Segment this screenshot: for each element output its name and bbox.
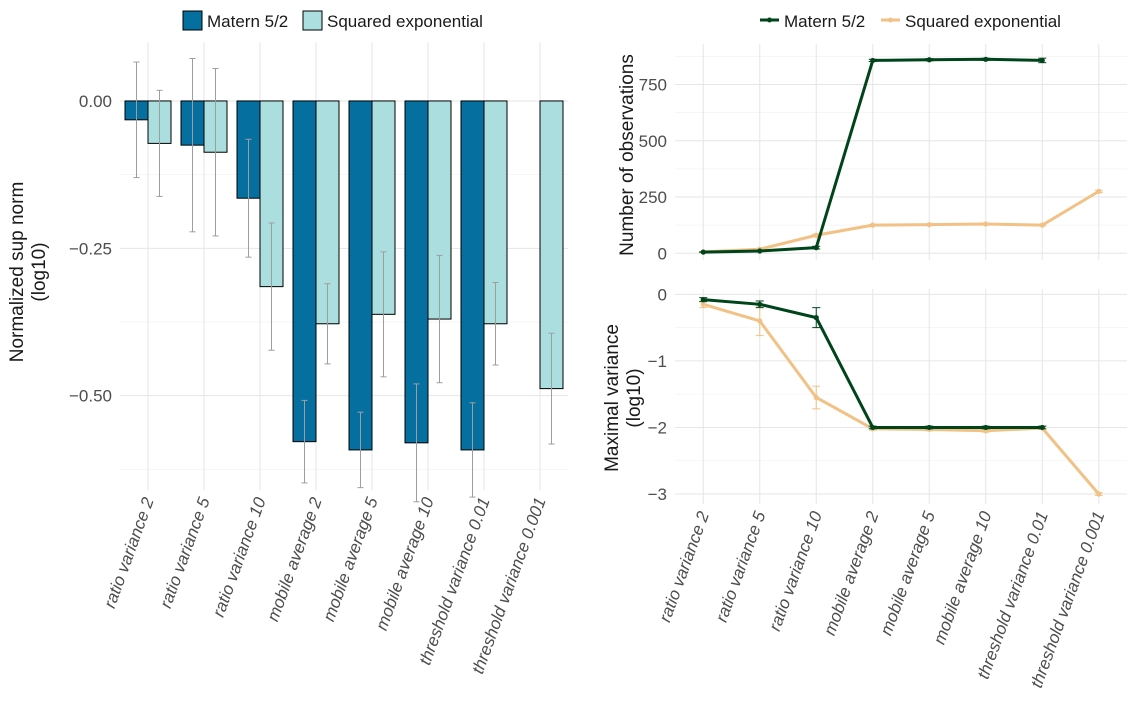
x-tick-label: mobile average 5 xyxy=(319,494,382,624)
point-matern xyxy=(814,245,819,250)
legend-label-matern: Matern 5/2 xyxy=(207,12,288,31)
y-tick-label: 500 xyxy=(639,132,667,151)
bar-legend: Matern 5/2 Squared exponential xyxy=(183,11,483,31)
y-tick-label: −0.25 xyxy=(69,239,112,258)
point-sqexp xyxy=(983,221,988,226)
series-line-sqexp xyxy=(703,191,1099,252)
var-ylabel-line2: (log10) xyxy=(624,368,645,427)
x-tick-label: mobile average 10 xyxy=(372,494,438,632)
observations-chart: 0 250 500 750 xyxy=(639,44,1127,263)
bar-ylabel-line1: Normalized sup norm xyxy=(7,182,28,363)
point-sqexp xyxy=(1096,189,1101,194)
y-tick-label: 750 xyxy=(639,76,667,95)
point-matern xyxy=(927,57,932,62)
bar-matern xyxy=(349,101,372,450)
point-matern xyxy=(870,425,875,430)
x-tick-label: mobile average 5 xyxy=(877,508,940,638)
point-matern xyxy=(814,315,819,320)
point-sqexp xyxy=(757,318,762,323)
point-matern xyxy=(757,248,762,253)
legend-point-matern xyxy=(767,18,772,23)
y-tick-label: −1 xyxy=(648,352,667,371)
x-tick-label: ratio variance 2 xyxy=(100,494,158,610)
y-tick-label: 0.00 xyxy=(79,92,112,111)
legend-swatch-matern xyxy=(183,11,202,30)
x-tick-label: ratio variance 10 xyxy=(765,508,826,633)
point-sqexp xyxy=(701,302,706,307)
x-tick-label: ratio variance 10 xyxy=(209,494,270,619)
line-legend: Matern 5/2 Squared exponential xyxy=(760,12,1061,31)
y-tick-label: −2 xyxy=(648,418,667,437)
x-tick-label: mobile average 2 xyxy=(820,508,883,638)
bar-ylabel-line2: (log10) xyxy=(29,242,50,301)
point-matern xyxy=(927,425,932,430)
bar-matern xyxy=(461,101,484,450)
legend-label-matern-line: Matern 5/2 xyxy=(784,12,865,31)
point-sqexp xyxy=(1096,491,1101,496)
point-sqexp xyxy=(1040,223,1045,228)
legend-label-sqexp: Squared exponential xyxy=(327,12,483,31)
point-sqexp xyxy=(927,222,932,227)
x-tick-label: ratio variance 5 xyxy=(712,508,770,624)
y-tick-label: −3 xyxy=(648,485,667,504)
legend-swatch-sqexp xyxy=(303,11,322,30)
point-sqexp xyxy=(870,223,875,228)
x-tick-label: ratio variance 2 xyxy=(655,508,713,624)
point-matern xyxy=(870,58,875,63)
point-matern xyxy=(701,297,706,302)
point-sqexp xyxy=(814,395,819,400)
y-tick-label: 0 xyxy=(658,244,667,263)
legend-point-sqexp xyxy=(888,18,893,23)
x-tick-label: ratio variance 5 xyxy=(156,494,214,610)
point-matern xyxy=(983,425,988,430)
var-ylabel-line1: Maximal variance xyxy=(602,324,623,472)
obs-ylabel: Number of observations xyxy=(617,54,638,256)
x-tick-label: mobile average 2 xyxy=(263,494,326,624)
series-line-sqexp xyxy=(703,304,1099,494)
point-matern xyxy=(1040,425,1045,430)
point-matern xyxy=(701,250,706,255)
y-tick-label: 250 xyxy=(639,188,667,207)
y-tick-label: 0 xyxy=(658,285,667,304)
point-matern xyxy=(757,302,762,307)
x-tick-label: mobile average 10 xyxy=(930,508,996,646)
point-matern xyxy=(983,57,988,62)
bar-matern xyxy=(293,101,316,442)
point-matern xyxy=(1040,58,1045,63)
legend-label-sqexp-line: Squared exponential xyxy=(905,12,1061,31)
y-tick-label: −0.50 xyxy=(69,387,112,406)
